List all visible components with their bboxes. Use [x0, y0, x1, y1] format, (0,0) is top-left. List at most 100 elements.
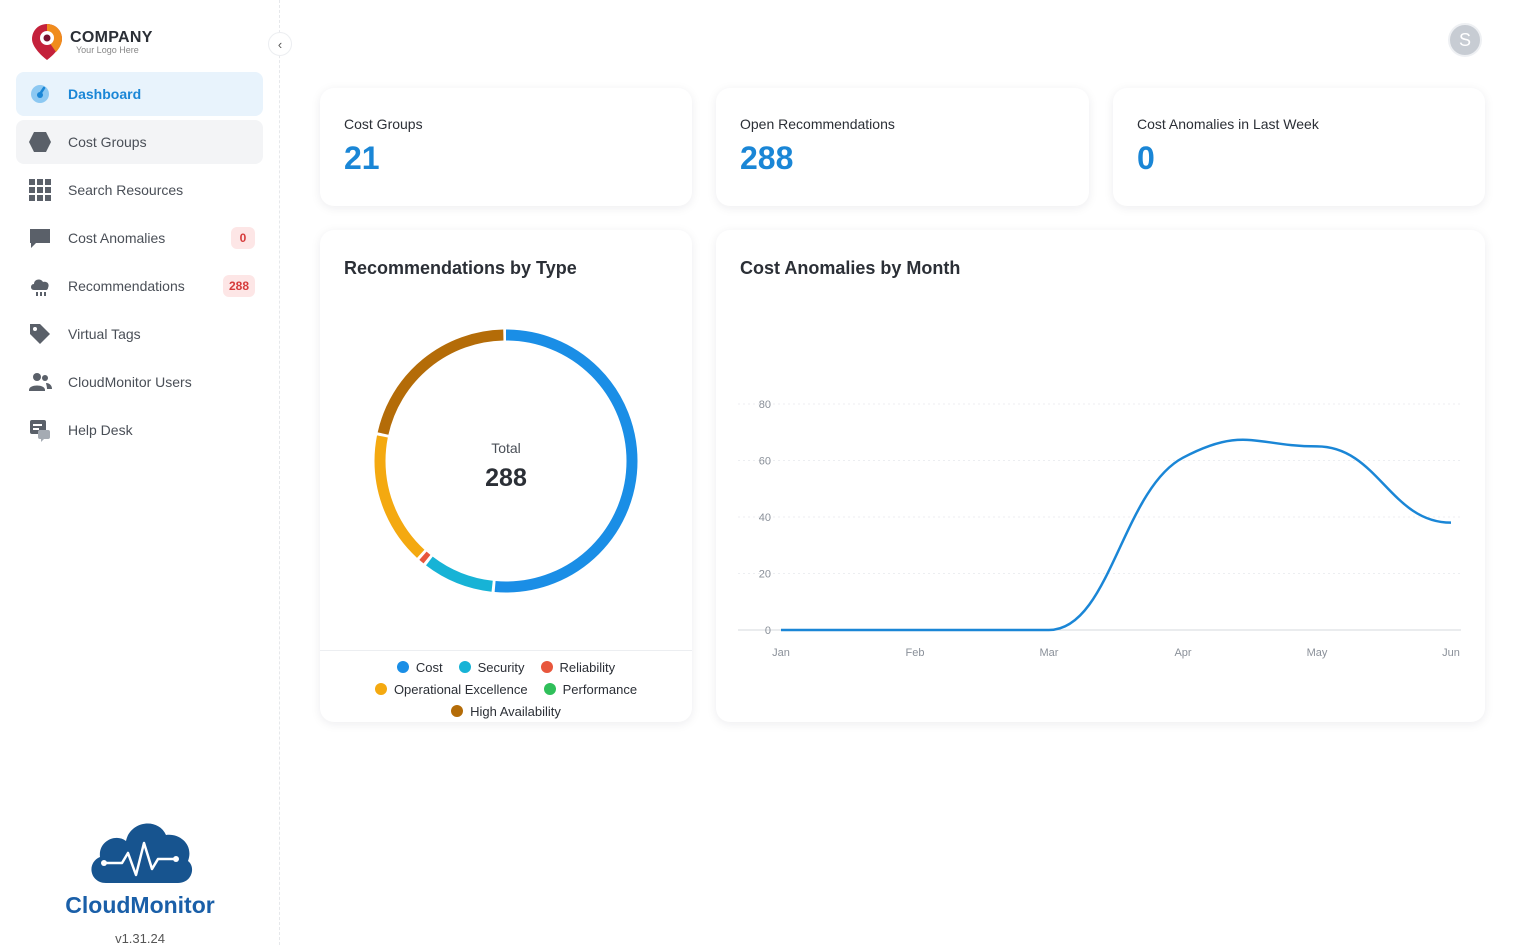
sidebar-item-label: Cost Anomalies: [68, 230, 166, 246]
x-tick-label: Jan: [772, 647, 790, 659]
legend-dot-icon: [374, 683, 387, 695]
sidebar-item-label: Help Desk: [68, 422, 133, 438]
legend-label: Performance: [562, 681, 638, 697]
legend-label: High Availability: [470, 703, 561, 719]
cloud-rain-icon: [28, 274, 52, 298]
y-tick-label: 40: [759, 512, 771, 524]
hexagon-icon: [28, 130, 52, 154]
x-tick-label: Feb: [906, 647, 925, 659]
card-title: Cost Anomalies by Month: [740, 258, 961, 278]
legend-label: Reliability: [559, 659, 616, 675]
y-tick-label: 80: [759, 399, 771, 411]
legend-item-cost[interactable]: Cost: [396, 659, 443, 675]
donut-center-label: Total: [491, 440, 521, 456]
cost-anomalies-line-chart: 0 20 40 60 80 Jan Feb Mar Apr May Jun: [738, 399, 1461, 659]
sidebar: COMPANY Your Logo Here Dashboard Cost Gr…: [0, 0, 280, 945]
legend-row: Cost Security Reliability: [320, 656, 692, 678]
legend-row: High Availability: [320, 700, 692, 722]
data-point-apr[interactable]: [1180, 455, 1186, 461]
help-desk-icon: [28, 418, 52, 442]
dashboard-gauge-icon: [28, 82, 52, 106]
y-tick-label: 60: [759, 456, 771, 468]
x-tick-label: Mar: [1040, 647, 1059, 659]
tag-icon: [28, 322, 52, 346]
chat-bubble-icon: [28, 226, 52, 250]
stat-value: 0: [1137, 140, 1155, 176]
chevron-left-icon: ‹: [277, 36, 283, 52]
cost-anomalies-count-badge: 0: [231, 227, 255, 249]
legend-dot-icon: [543, 683, 556, 695]
sidebar-item-label: Cost Groups: [68, 134, 147, 150]
grid-icon: [28, 178, 52, 202]
donut-center-value: 288: [485, 464, 527, 492]
company-logo[interactable]: COMPANY Your Logo Here: [30, 22, 153, 62]
sidebar-collapse-button[interactable]: ‹: [268, 32, 292, 56]
legend-item-security[interactable]: Security: [458, 659, 525, 675]
sidebar-item-search-resources[interactable]: Search Resources: [16, 168, 263, 212]
cost-anomalies-by-month-card: Cost Anomalies by Month 0 20 40 60 80 Jan Feb M…: [716, 230, 1485, 722]
sidebar-item-dashboard[interactable]: Dashboard: [16, 72, 263, 116]
legend-label: Cost: [415, 659, 443, 675]
data-point-jun[interactable]: [1448, 520, 1454, 526]
stat-card-cost-anomalies-last-week[interactable]: Cost Anomalies in Last Week 0: [1113, 88, 1485, 206]
donut-legend: Cost Security Reliability Operational Excel…: [320, 656, 692, 722]
legend-item-operational-excellence[interactable]: Operational Excellence: [374, 681, 528, 697]
avatar-initial: S: [1458, 29, 1471, 50]
y-tick-label: 0: [765, 625, 771, 637]
card-title: Recommendations by Type: [344, 258, 577, 278]
data-point-jan[interactable]: [778, 627, 784, 633]
data-point-mar[interactable]: [1046, 627, 1052, 633]
stat-card-cost-groups[interactable]: Cost Groups 21: [320, 88, 692, 206]
recommendations-count-badge: 288: [222, 275, 255, 297]
sidebar-item-label: Virtual Tags: [68, 326, 141, 342]
x-tick-label: Jun: [1442, 647, 1460, 659]
sidebar-item-cloudmonitor-users[interactable]: CloudMonitor Users: [16, 360, 263, 404]
legend-dot-icon: [451, 705, 464, 717]
legend-divider: [320, 650, 692, 651]
map-pin-logo-icon: [32, 24, 62, 60]
recommendations-by-type-card: Recommendations by Type Total 288 Cost Se…: [320, 230, 692, 722]
data-point-may[interactable]: [1314, 443, 1320, 449]
legend-dot-icon: [458, 661, 471, 673]
cloudmonitor-brand: CloudMonitor v1.31.24: [0, 815, 280, 945]
brand-name: CloudMonitor: [65, 892, 215, 918]
user-avatar[interactable]: S: [1448, 23, 1482, 57]
y-tick-label: 20: [759, 569, 771, 581]
legend-item-high-availability[interactable]: High Availability: [451, 704, 561, 719]
sidebar-item-help-desk[interactable]: Help Desk: [16, 408, 263, 452]
sidebar-item-recommendations[interactable]: Recommendations 288: [16, 264, 263, 308]
logo-tagline: Your Logo Here: [76, 45, 139, 55]
sidebar-item-label: Search Resources: [68, 182, 184, 198]
sidebar-item-label: CloudMonitor Users: [68, 374, 192, 390]
sidebar-nav: Dashboard Cost Groups Search Resources C…: [16, 72, 263, 456]
sidebar-item-virtual-tags[interactable]: Virtual Tags: [16, 312, 263, 356]
stat-label: Open Recommendations: [740, 116, 895, 132]
legend-dot-icon: [540, 661, 553, 673]
sidebar-item-label: Dashboard: [68, 86, 142, 102]
app-version: v1.31.24: [115, 931, 165, 945]
stat-label: Cost Anomalies in Last Week: [1137, 116, 1319, 132]
stat-value: 288: [740, 140, 794, 176]
stat-label: Cost Groups: [344, 116, 423, 132]
legend-item-performance[interactable]: Performance: [543, 681, 638, 697]
users-icon: [28, 370, 52, 394]
logo-company-name: COMPANY: [70, 29, 153, 46]
series-line-cost-anomalies[interactable]: [781, 438, 1452, 632]
legend-label: Security: [477, 659, 525, 675]
donut-slice-cost[interactable]: [374, 329, 638, 593]
data-point-feb[interactable]: [912, 627, 918, 633]
donut-slice-operational-excellence[interactable]: [374, 329, 638, 593]
stat-card-open-recommendations[interactable]: Open Recommendations 288: [716, 88, 1089, 206]
sidebar-item-cost-groups[interactable]: Cost Groups: [16, 120, 263, 164]
legend-row: Operational Excellence Performance: [320, 678, 692, 700]
cloudmonitor-logo-icon: [91, 823, 193, 883]
x-tick-label: Apr: [1174, 647, 1191, 659]
sidebar-item-label: Recommendations: [68, 278, 185, 294]
x-tick-label: May: [1307, 647, 1328, 659]
stat-value: 21: [344, 140, 380, 176]
legend-label: Operational Excellence: [393, 681, 528, 697]
recommendations-donut-chart: [374, 329, 638, 593]
legend-dot-icon: [396, 661, 409, 673]
sidebar-item-cost-anomalies[interactable]: Cost Anomalies 0: [16, 216, 263, 260]
legend-item-reliability[interactable]: Reliability: [540, 659, 616, 675]
